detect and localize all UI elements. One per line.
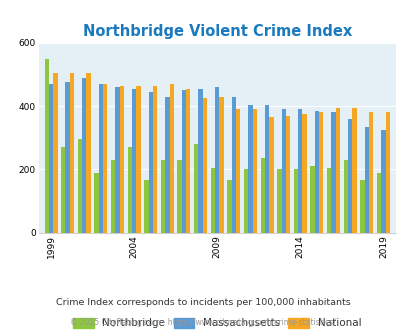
Bar (160, 160, 165, 233)
Bar (127, 147, 132, 233)
Bar (281, 109, 285, 233)
Bar (94, 173, 98, 233)
Bar (231, 97, 235, 233)
Bar (119, 85, 124, 233)
Bar (181, 90, 185, 233)
Bar (53, 73, 58, 233)
Bar (293, 169, 297, 233)
Bar (352, 108, 356, 233)
Bar (194, 144, 198, 233)
Bar (335, 108, 339, 233)
Bar (243, 169, 248, 233)
Bar (359, 181, 364, 233)
Bar (65, 82, 70, 233)
Bar (343, 160, 347, 233)
Bar (111, 160, 115, 233)
Bar (70, 73, 74, 233)
Bar (144, 181, 148, 233)
Bar (202, 98, 207, 233)
Bar (330, 113, 335, 233)
Bar (153, 85, 157, 233)
Text: © 2025 CityRating.com - https://www.cityrating.com/crime-statistics/: © 2025 CityRating.com - https://www.city… (70, 318, 335, 327)
Bar (215, 87, 219, 233)
Bar (326, 168, 330, 233)
Bar (98, 84, 103, 233)
Bar (260, 158, 264, 233)
Bar (269, 117, 273, 233)
Bar (86, 73, 91, 233)
Bar (347, 119, 352, 233)
Bar (297, 109, 302, 233)
Legend: Northbridge, Massachusetts, National: Northbridge, Massachusetts, National (73, 317, 360, 328)
Bar (148, 92, 153, 233)
Bar (185, 89, 190, 233)
Bar (235, 109, 240, 233)
Bar (285, 115, 290, 233)
Bar (314, 111, 318, 233)
Bar (49, 84, 53, 233)
Bar (219, 97, 223, 233)
Bar (376, 173, 380, 233)
Bar (78, 139, 82, 233)
Bar (82, 78, 86, 233)
Bar (210, 168, 215, 233)
Bar (364, 127, 368, 233)
Bar (264, 105, 269, 233)
Bar (169, 84, 173, 233)
Bar (177, 160, 181, 233)
Bar (115, 87, 119, 233)
Bar (248, 105, 252, 233)
Bar (132, 89, 136, 233)
Text: Crime Index corresponds to incidents per 100,000 inhabitants: Crime Index corresponds to incidents per… (55, 298, 350, 308)
Bar (252, 109, 256, 233)
Bar (198, 89, 202, 233)
Bar (385, 113, 389, 233)
Bar (368, 113, 372, 233)
Title: Northbridge Violent Crime Index: Northbridge Violent Crime Index (82, 24, 351, 39)
Bar (136, 85, 140, 233)
Bar (45, 59, 49, 233)
Bar (103, 84, 107, 233)
Bar (310, 166, 314, 233)
Bar (380, 130, 385, 233)
Bar (277, 169, 281, 233)
Bar (302, 114, 306, 233)
Bar (165, 97, 169, 233)
Bar (227, 181, 231, 233)
Bar (318, 113, 323, 233)
Bar (61, 147, 65, 233)
